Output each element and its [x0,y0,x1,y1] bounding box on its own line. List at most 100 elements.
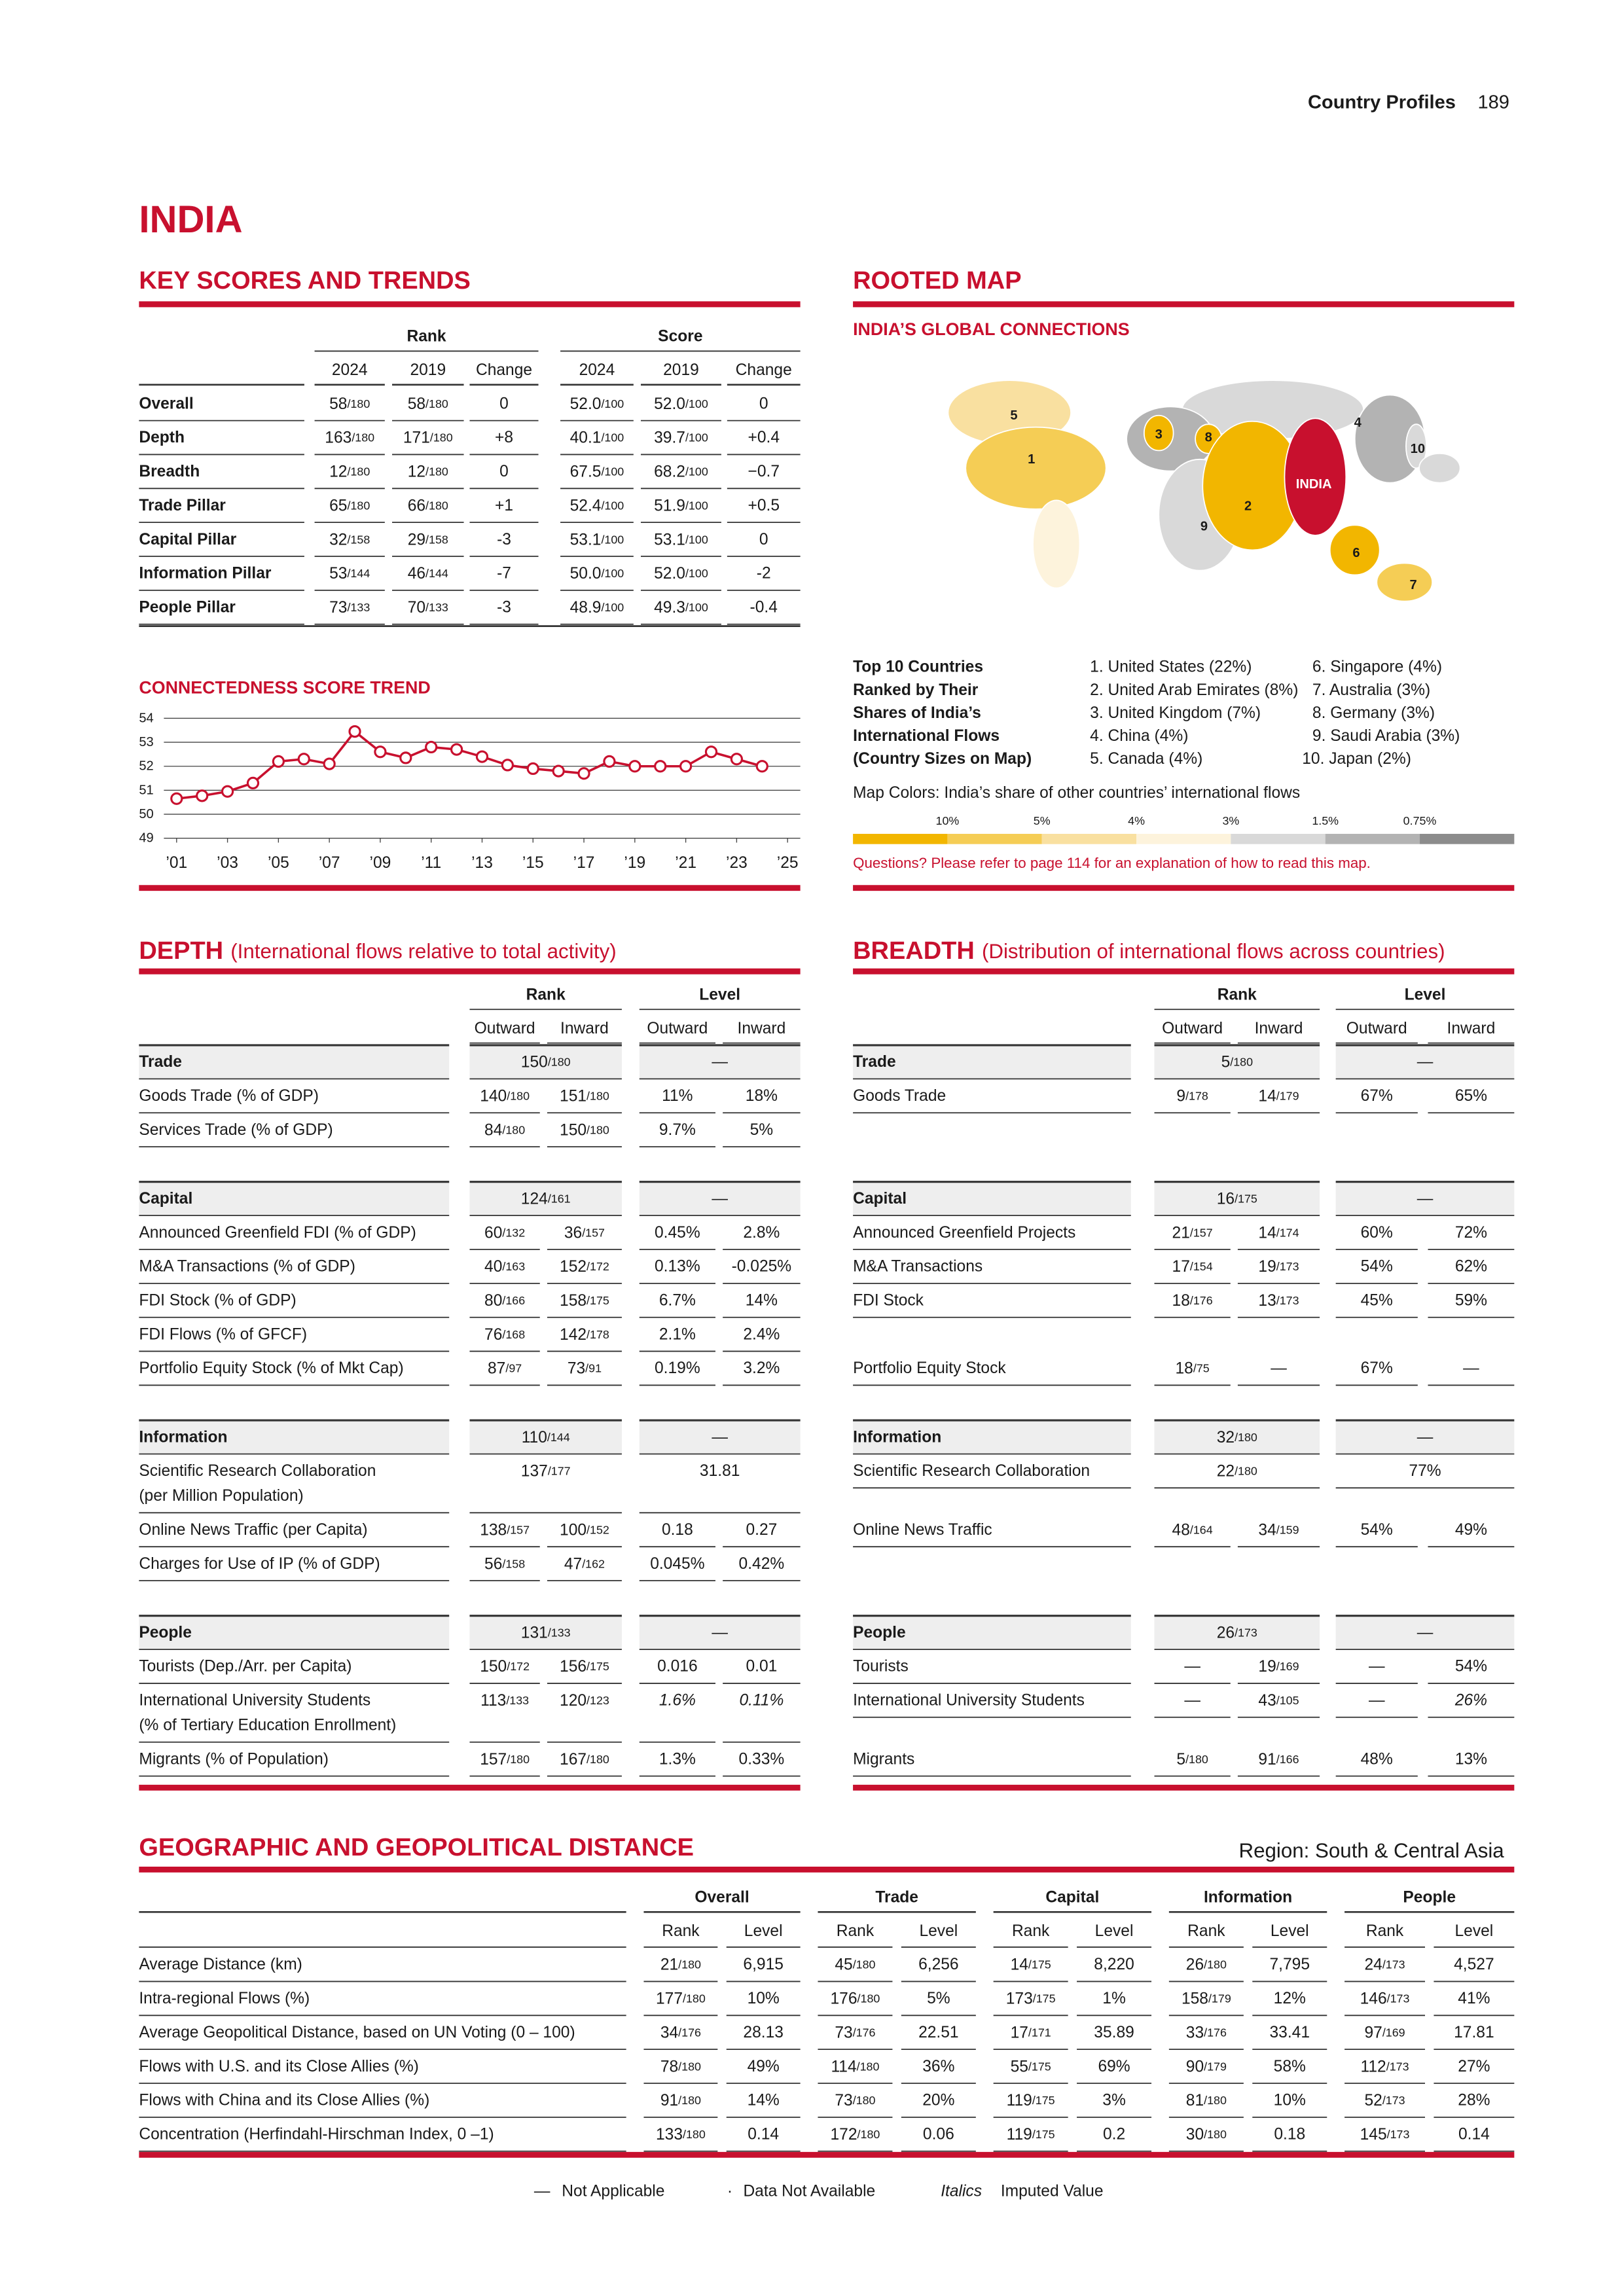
table-cell: 60% [1361,1224,1393,1242]
map-legend-title: Top 10 Countries [853,658,983,676]
table-cell: 31.81 [700,1462,740,1480]
y-tick-label: 51 [139,783,153,797]
x-tick-label: ’19 [624,854,645,872]
legend-text: Data Not Available [743,2183,875,2200]
table-cell: 0.18 [1274,2126,1305,2144]
group-label: Information [139,1428,227,1446]
trend-point [654,760,667,773]
map-country-label: INDIA [1296,477,1332,492]
column-header: Level [1095,1922,1134,1940]
table-cell: 19/169 [1258,1658,1299,1676]
column-header: Inward [560,1020,609,1037]
x-tick-label: ’05 [268,854,289,872]
table-cell: 0.016 [657,1658,698,1676]
table-cell: 1.3% [659,1750,696,1768]
map-legend-title: (Country Sizes on Map) [853,750,1032,768]
table-cell: 0.14 [748,2126,779,2144]
group-label: Trade [853,1053,896,1071]
section-title: KEY SCORES AND TRENDS [139,267,471,295]
trend-point [221,785,234,798]
table-cell: +0.5 [748,497,780,514]
row-label: Trade Pillar [139,497,226,514]
group-header: Capital [1045,1888,1099,1906]
column-header: Rank [1187,1922,1225,1940]
row-label: Announced Greenfield FDI (% of GDP) [139,1224,416,1242]
table-cell: 34/159 [1258,1521,1299,1539]
top-country: 4. China (4%) [1090,727,1188,745]
table-cell: 26/180 [1186,1956,1227,1973]
trend-point [577,767,590,780]
group-band [853,1420,1131,1454]
table-cell: 52.0/100 [654,565,708,583]
map-region [1329,524,1380,576]
table-cell: 27% [1458,2058,1490,2075]
group-band [853,1615,1131,1650]
running-header: Country Profiles [1308,92,1456,113]
table-cell: 48.9/100 [570,599,624,617]
row-label: Charges for Use of IP (% of GDP) [139,1555,380,1573]
table-cell: 0.13% [655,1258,700,1276]
table-cell: 9.7% [659,1121,696,1139]
table-cell: 35.89 [1094,2024,1134,2041]
table-cell: — [1369,1692,1385,1710]
row-label: Overall [139,395,193,412]
top-country: 7. Australia (3%) [1312,681,1430,699]
row-label: Intra-regional Flows (%) [139,1990,310,2007]
scale-swatch [1420,834,1515,844]
trend-point [552,764,565,778]
row-label: M&A Transactions [853,1258,983,1276]
column-header: Inward [737,1020,785,1037]
table-cell: 0.33% [739,1750,785,1768]
trend-point [679,760,693,773]
table-cell: 177/180 [656,1990,706,2007]
x-tick-label: ’23 [726,854,748,872]
table-cell: 33.41 [1270,2024,1310,2041]
table-cell: 17/154 [1172,1258,1213,1276]
table-cell: 22/180 [1217,1462,1257,1480]
scale-swatch [947,834,1042,844]
table-cell: 172/180 [831,2126,880,2144]
table-cell: +0.4 [748,429,780,446]
table-cell: 40/163 [484,1258,525,1276]
table-cell: 0 [499,395,509,412]
section-title: GEOGRAPHIC AND GEOPOLITICAL DISTANCE [139,1834,694,1861]
group-band [639,1420,801,1454]
table-cell: 131/133 [521,1624,571,1641]
row-label: Scientific Research Collaboration [139,1462,376,1480]
table-cell: 156/175 [560,1658,609,1676]
trend-point [348,725,361,738]
group-band [853,1045,1131,1079]
table-cell: 67% [1361,1087,1393,1105]
table-cell: 2.4% [743,1325,780,1343]
row-label: Announced Greenfield Projects [853,1224,1075,1242]
table-cell: -7 [497,565,511,583]
table-cell: 3.2% [743,1359,780,1377]
table-cell: 45% [1361,1292,1393,1310]
top-country: 3. United Kingdom (7%) [1090,704,1261,722]
group-band [469,1045,622,1079]
column-header: Level [1455,1922,1494,1940]
group-band [1335,1615,1515,1650]
row-label: People Pillar [139,599,236,617]
table-cell: 69% [1098,2058,1130,2075]
map-label: 10 [1411,442,1425,456]
country-title: INDIA [139,198,242,241]
x-tick-label: ’15 [522,854,544,872]
row-label: International University Students [853,1692,1085,1710]
scale-label: 1.5% [1312,814,1339,827]
table-cell: 53.1/100 [570,531,624,548]
trend-point [628,760,641,773]
group-band [1154,1045,1320,1079]
row-label: Online News Traffic (per Capita) [139,1521,367,1539]
table-cell: 29/158 [408,531,448,548]
table-cell: — [1417,1428,1434,1446]
table-cell: 10% [748,1990,780,2007]
table-cell: 10% [1274,2092,1306,2109]
column-header: Rank [662,1922,700,1940]
trend-point [196,789,209,802]
map-region [1032,499,1081,589]
table-cell: — [1271,1359,1287,1377]
trend-point [425,740,438,754]
group-label: Capital [139,1190,192,1208]
group-band [1335,1181,1515,1216]
